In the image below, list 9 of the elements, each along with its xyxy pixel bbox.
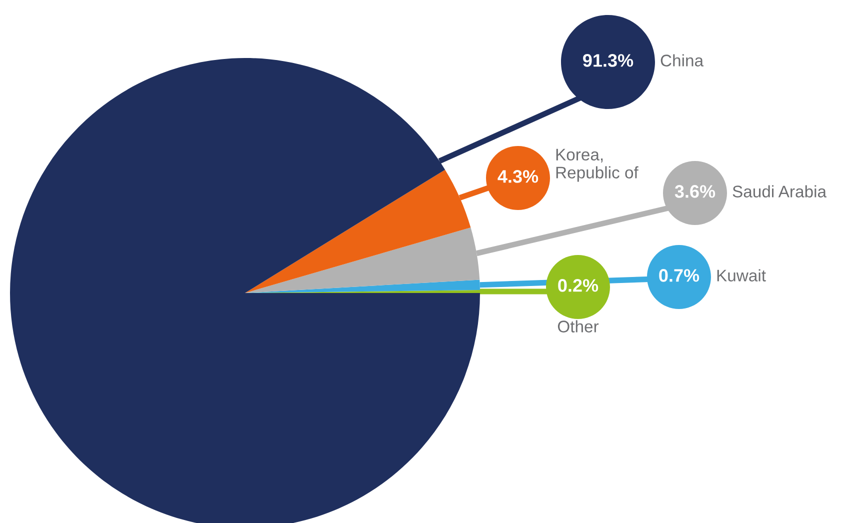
data-label: 0.2% <box>558 279 598 292</box>
data-label: 3.6% <box>674 185 716 198</box>
data-label: 91.3% <box>583 54 634 67</box>
slice-label: Korea, Republic of <box>556 148 638 182</box>
slice-label: Saudi Arabia <box>732 185 827 198</box>
data-label: 0.7% <box>659 269 700 282</box>
slice-label: Kuwait <box>717 269 766 282</box>
slice-label: China <box>660 54 704 66</box>
slice-label: Other <box>558 320 599 332</box>
